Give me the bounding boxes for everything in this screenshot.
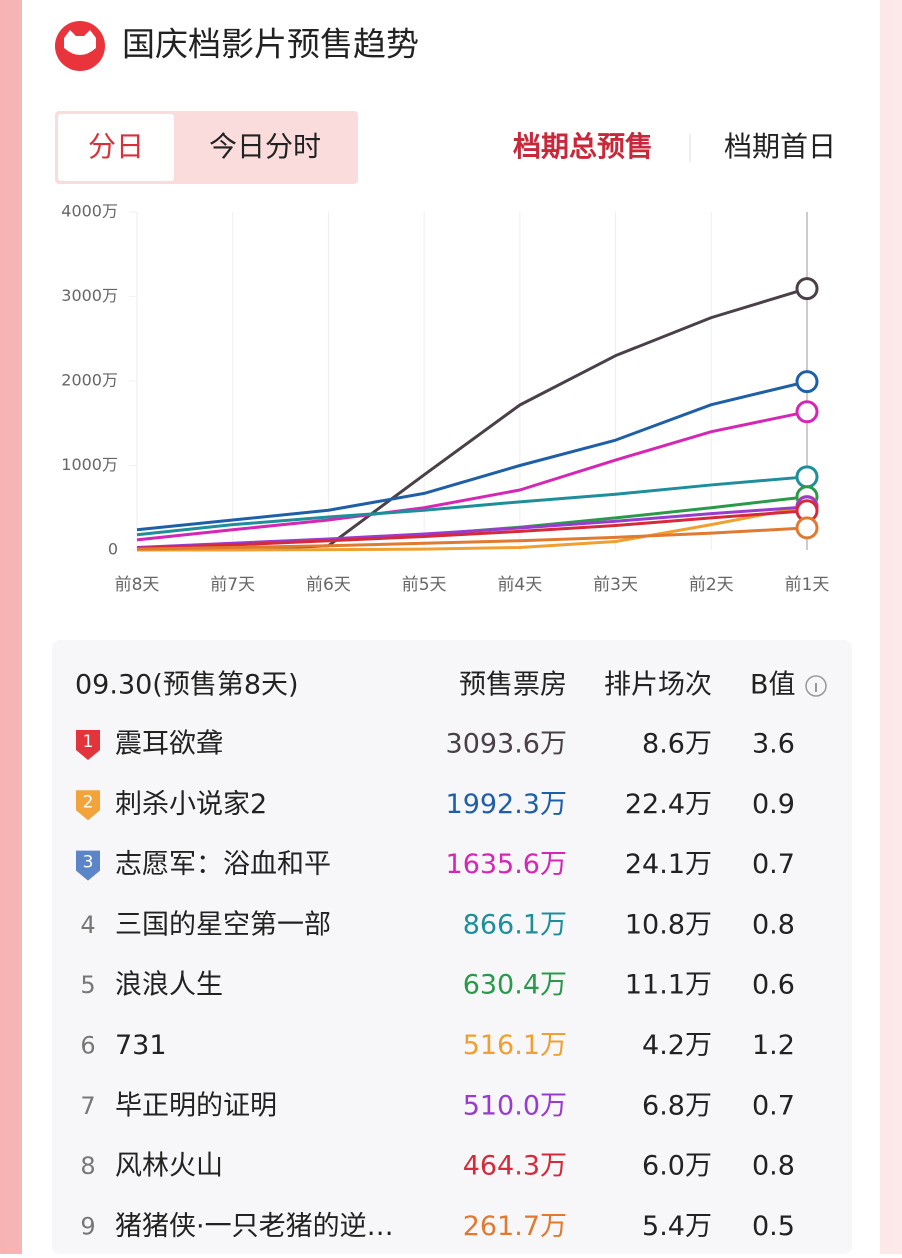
- rank: 9: [80, 1212, 95, 1240]
- rank: 1: [83, 732, 94, 752]
- y-tick-label: 2000万: [61, 371, 118, 390]
- movie-name: 震耳欲聋: [115, 729, 223, 760]
- b-value: 0.8: [752, 909, 795, 940]
- x-tick-label: 前8天: [115, 575, 160, 595]
- series-line: [136, 380, 808, 532]
- screenings: 6.8万: [642, 1090, 712, 1121]
- logo-face: [64, 30, 96, 55]
- series-line: [136, 410, 808, 542]
- presale: 516.1万: [463, 1030, 567, 1061]
- series-line: [136, 505, 808, 549]
- rank-badge: [76, 790, 100, 821]
- x-tick-label: 前3天: [593, 575, 638, 595]
- x-tick-label: 前7天: [210, 575, 255, 595]
- line-chart: 前8天 前7天 前6天 前5天 前4天 前3天 前2天 前1天 0 1000万 2000万 3000万…: [61, 202, 829, 596]
- series-line: [136, 509, 808, 550]
- rank-badge: [76, 730, 100, 760]
- end-point: [795, 370, 819, 394]
- x-tick-label: 前5天: [402, 575, 447, 595]
- screenings: 5.4万: [642, 1211, 712, 1242]
- y-tick-label: 1000万: [61, 455, 118, 474]
- screenings: 22.4万: [625, 789, 712, 820]
- movie-name: 731: [115, 1030, 167, 1061]
- rank: 5: [80, 971, 95, 999]
- presale: 261.7万: [463, 1211, 567, 1242]
- page-title: 国庆档影片预售趋势: [122, 25, 419, 64]
- end-point: [795, 465, 819, 489]
- x-tick-label: 前2天: [689, 575, 734, 595]
- x-tick-label: 前4天: [497, 575, 542, 595]
- series-line: [137, 504, 808, 552]
- x-tick-label: 前6天: [306, 575, 351, 595]
- ranking-table: 09.30(预售第8天) 预售票房 排片场次 B值 1 震耳欲聋 3093.6万 8.6万 3.…: [75, 670, 827, 1242]
- movie-name: 志愿军：浴血和平: [115, 849, 331, 880]
- rank: 2: [83, 792, 94, 812]
- b-value: 0.5: [752, 1211, 795, 1242]
- b-value: 0.8: [752, 1151, 795, 1182]
- column-header: B值: [750, 670, 796, 701]
- tab[interactable]: 今日分时: [209, 130, 321, 163]
- presale: 1635.6万: [446, 849, 567, 880]
- b-value: 0.6: [752, 970, 795, 1001]
- screenings: 24.1万: [625, 849, 712, 880]
- movie-name: 毕正明的证明: [115, 1090, 277, 1121]
- b-value: 0.7: [752, 849, 795, 880]
- x-tick-label: 前1天: [785, 575, 830, 595]
- series-line: [136, 475, 808, 537]
- series-line: [136, 526, 808, 551]
- tab-selected-bg: [58, 114, 174, 181]
- y-tick-label: 3000万: [61, 286, 118, 305]
- presale: 3093.6万: [446, 729, 567, 760]
- rank-badge: [76, 850, 100, 881]
- screenings: 10.8万: [625, 909, 712, 940]
- column-header: 预售票房: [459, 670, 567, 701]
- movie-name: 三国的星空第一部: [115, 909, 331, 940]
- end-point: [795, 400, 819, 424]
- y-tick-label: 4000万: [61, 202, 118, 221]
- column-header: 09.30(预售第8天): [75, 670, 299, 701]
- presale: 1992.3万: [446, 789, 567, 820]
- rank: 8: [80, 1152, 95, 1180]
- presale: 464.3万: [463, 1151, 567, 1182]
- y-tick-label: 0: [108, 540, 118, 559]
- screenings: 11.1万: [625, 970, 712, 1001]
- table-panel: [52, 640, 852, 1254]
- b-value: 0.9: [752, 789, 795, 820]
- rank: 3: [83, 853, 94, 873]
- rank: 6: [80, 1032, 95, 1060]
- info-icon: [805, 675, 827, 697]
- toggle[interactable]: 档期总预售: [513, 130, 653, 163]
- presale: 510.0万: [463, 1090, 567, 1121]
- movie-name: 刺杀小说家2: [115, 789, 267, 820]
- presale: 866.1万: [463, 909, 567, 940]
- column-header: 排片场次: [604, 670, 712, 701]
- screenings: 8.6万: [642, 729, 712, 760]
- screenings: 4.2万: [642, 1030, 712, 1061]
- b-value: 0.7: [752, 1090, 795, 1121]
- b-value: 3.6: [752, 729, 795, 760]
- tab[interactable]: 分日: [88, 130, 144, 163]
- presale: 630.4万: [463, 970, 567, 1001]
- end-point: [795, 277, 819, 301]
- movie-name: 浪浪人生: [115, 970, 223, 1001]
- rank: 7: [80, 1092, 95, 1120]
- toggle[interactable]: 档期首日: [724, 130, 836, 163]
- movie-name: 风林火山: [115, 1151, 223, 1182]
- movie-name: 猪猪侠·一只老猪的逆…: [115, 1211, 394, 1242]
- rank: 4: [80, 911, 95, 939]
- end-point: [795, 516, 819, 540]
- screenings: 6.0万: [642, 1151, 712, 1182]
- b-value: 1.2: [752, 1030, 795, 1061]
